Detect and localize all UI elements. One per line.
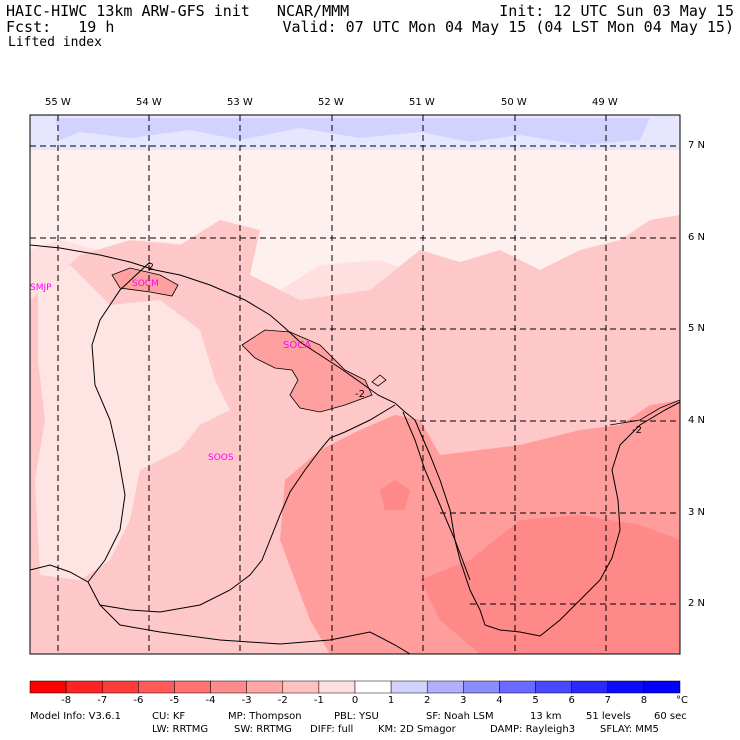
- footer-sflay: SFLAY: MM5: [600, 724, 659, 735]
- contour-label: -2: [144, 262, 154, 273]
- colorbar-tick-label: 1: [387, 695, 395, 706]
- colorbar-tick-label: -4: [205, 695, 216, 706]
- station-smjp: SMJP: [30, 283, 52, 293]
- lon-label-50w: 50 W: [501, 97, 527, 108]
- footer-cu: CU: KF: [152, 711, 186, 722]
- colorbar-swatch: [354, 680, 392, 694]
- station-socm: SOCM: [132, 279, 159, 289]
- colorbar-swatch: [571, 680, 609, 694]
- contour-label: -2: [355, 389, 365, 400]
- contour-label: -2: [632, 425, 642, 436]
- colorbar-tick-label: -6: [133, 695, 144, 706]
- lat-label-3n: 3 N: [688, 507, 706, 518]
- colorbar-tick-label: 2: [424, 695, 431, 706]
- field-minus3: [420, 515, 680, 654]
- footer-timestep: 60 sec: [654, 711, 687, 722]
- lon-label-55w: 55 W: [45, 97, 71, 108]
- colorbar-unit: °C: [676, 695, 688, 706]
- colorbar-swatch: [65, 680, 103, 694]
- footer-sw: SW: RRTMG: [234, 724, 292, 735]
- footer-pbl: PBL: YSU: [334, 711, 379, 722]
- lat-label-4n: 4 N: [688, 415, 706, 426]
- header-valid-time: Valid: 07 UTC Mon 04 May 15 (04 LST Mon …: [282, 18, 734, 36]
- header-init: Init: 12 UTC Sun 03 May 15: [499, 2, 734, 20]
- border-brazil-river: [99, 604, 411, 654]
- colorbar-tick-label: 6: [568, 695, 575, 706]
- colorbar-swatch: [282, 680, 320, 694]
- amapa-coast: [539, 401, 680, 637]
- colorbar: [29, 680, 681, 694]
- lon-label-51w: 51 W: [409, 97, 435, 108]
- header-forecast-hour: Fcst: 19 h: [6, 18, 115, 36]
- footer-lw: LW: RRTMG: [152, 724, 209, 735]
- footer-damp: DAMP: Rayleigh3: [490, 724, 576, 735]
- lat-lon-grid: [30, 115, 680, 654]
- station-soos: SOOS: [208, 453, 234, 463]
- colorbar-swatch: [246, 680, 284, 694]
- footer-diff: DIFF: full: [310, 724, 354, 735]
- field-minus2-coast: [242, 330, 372, 412]
- colorbar-swatch: [318, 680, 356, 694]
- colorbar-tick-label: 7: [604, 695, 611, 706]
- colorbar-tick-label: 8: [640, 695, 648, 706]
- header-title: HAIC-HIWC 13km ARW-GFS init NCAR/MMM: [6, 2, 350, 20]
- lon-label-53w: 53 W: [227, 97, 253, 108]
- contour-lines: [111, 267, 680, 426]
- colorbar-tick-label: -1: [313, 695, 324, 706]
- station-soca: SOCA: [283, 340, 312, 351]
- border-amapa: [402, 411, 471, 581]
- field-inland-low: [35, 265, 230, 580]
- colorbar-tick-label: 3: [460, 695, 467, 706]
- field-minus3: [380, 480, 410, 510]
- lat-label-6n: 6 N: [688, 232, 706, 243]
- footer-km: KM: 2D Smagor: [378, 724, 456, 735]
- lat-label-2n: 2 N: [688, 598, 706, 609]
- plot-frame: [29, 114, 681, 655]
- colorbar-tick-label: 0: [351, 695, 359, 706]
- lon-label-52w: 52 W: [318, 97, 344, 108]
- footer-levels: 51 levels: [586, 711, 631, 722]
- colorbar-tick-label: -7: [97, 695, 108, 706]
- colorbar-swatch: [463, 680, 500, 694]
- positive-core: [55, 118, 650, 145]
- colorbar-tick-label: -5: [169, 695, 180, 706]
- footer-resolution: 13 km: [530, 711, 562, 722]
- field-name: Lifted index: [8, 35, 102, 50]
- colorbar-swatch: [138, 680, 175, 694]
- colorbar-tick-label: 5: [532, 695, 539, 706]
- colorbar-tick-label: -2: [277, 695, 288, 706]
- colorbar-swatch: [643, 680, 681, 694]
- colorbar-swatch: [29, 680, 67, 694]
- lat-label-5n: 5 N: [688, 323, 706, 334]
- border-guiana-brazil: [30, 404, 396, 613]
- colorbar-swatch: [174, 680, 211, 694]
- colorbar-swatch: [499, 680, 536, 694]
- colorbar-tick-label: -8: [61, 695, 72, 706]
- colorbar-swatch: [210, 680, 247, 694]
- footer-model-info: Model Info: V3.6.1: [30, 711, 121, 722]
- colorbar-swatch: [390, 680, 428, 694]
- colorbar-swatch: [535, 680, 572, 694]
- colorbar-swatch: [426, 680, 464, 694]
- colorbar-tick-label: 4: [496, 695, 503, 706]
- colorbar-tick-label: -3: [241, 695, 252, 706]
- footer-mp: MP: Thompson: [228, 711, 302, 722]
- lon-label-49w: 49 W: [592, 97, 618, 108]
- colorbar-swatch: [101, 680, 139, 694]
- colorbar-swatch: [607, 680, 645, 694]
- border-suriname-guiana: [87, 261, 151, 583]
- coastline: [30, 244, 541, 637]
- footer-sf: SF: Noah LSM: [426, 711, 494, 722]
- lon-label-54w: 54 W: [136, 97, 162, 108]
- lat-label-7n: 7 N: [688, 140, 706, 151]
